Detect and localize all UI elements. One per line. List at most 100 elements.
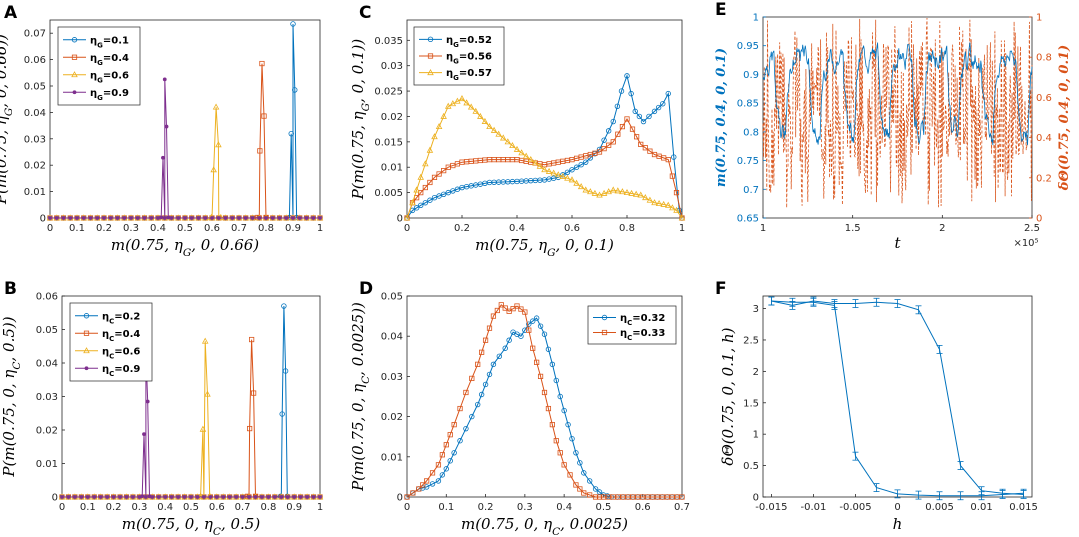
marker-triangle [509,142,516,149]
marker-triangle [623,188,631,196]
marker-square [634,134,640,140]
data-point [481,117,489,124]
x-tick-label: 0.1 [438,502,454,513]
x-tick-label: 0.8 [258,223,274,234]
y2-tick-label: 0.6 [1036,93,1052,104]
data-point [454,97,461,104]
marker-star [230,216,235,220]
marker-triangle [204,390,211,397]
data-point [490,126,498,133]
marker-star [66,495,71,499]
marker-circle [463,425,469,432]
marker-triangle [199,425,207,432]
marker-circle [435,478,442,484]
marker-triangle [431,133,438,140]
marker-circle [646,113,652,120]
data-point [164,124,169,129]
x-tick-label: 0.3 [131,502,147,513]
data-point [447,458,453,464]
data-point [318,216,322,220]
data-point [582,186,590,193]
data-point [605,188,612,195]
marker-circle [418,202,424,209]
data-point [532,159,539,166]
marker-triangle [426,146,434,153]
marker-square [498,302,504,308]
marker-star [196,216,201,220]
panel-f: F -0.015 -0.01 -0.005 0 0.005 0.01 0.015 0 0.5 1 1.… [715,279,1038,533]
data-point [550,169,557,176]
marker-triangle [532,159,539,166]
y-tick-label: 0.01 [381,452,403,463]
data-point [429,470,436,476]
x-tick-label: 0.9 [285,223,301,234]
marker-square [649,494,656,500]
x-tick-label: 1 [317,502,323,513]
marker-star [108,216,113,220]
marker-circle [486,371,493,378]
marker-star [84,366,89,371]
marker-triangle [513,145,521,152]
series-m [762,42,1033,146]
marker-triangle [454,97,461,104]
data-point [640,494,646,500]
data-point [655,104,662,111]
marker-triangle [550,169,557,176]
marker-star [72,90,77,95]
marker-star [291,216,295,220]
marker-circle [601,137,607,143]
legend: ηC=0.2 ηC=0.4 ηC=0.6 ηC=0.9 [69,302,153,382]
data-point [573,179,580,186]
marker-triangle [614,187,622,194]
data-point [427,197,433,203]
marker-triangle [642,194,649,201]
marker-circle [518,333,524,339]
legend-marker [427,69,434,76]
data-point [261,113,267,119]
data-point [472,107,480,114]
data-point [418,190,424,196]
data-point [560,172,566,178]
data-point [176,216,181,220]
y-tick-label: 0 [753,493,759,504]
data-point [577,486,583,492]
y-tick-label: 0.04 [24,108,46,119]
data-point [604,493,611,499]
data-point [176,495,181,499]
marker-square [619,124,626,130]
data-point [518,149,525,156]
data-point [537,323,544,329]
series-1 [404,315,685,500]
data-point [583,159,589,165]
marker-triangle [486,122,493,130]
data-point [577,460,583,466]
data-point [632,190,640,197]
data-point [298,495,303,499]
x-tick-label: 0.4 [509,223,525,234]
marker-star [142,432,146,437]
marker-square [673,190,680,196]
data-point [561,462,567,468]
data-point [443,442,449,448]
marker-star [68,216,73,220]
panel-label: C [359,3,371,23]
data-point [257,148,263,154]
marker-square [510,306,516,312]
marker-square [645,494,651,500]
x-tick-label: 1 [760,223,766,234]
data-point [605,494,611,500]
marker-star [140,494,145,499]
marker-circle [450,188,456,194]
data-point [469,413,475,420]
data-point [573,450,579,456]
marker-triangle [463,99,470,106]
data-point [66,495,71,499]
data-point [660,200,667,207]
y2-tick-label: 1 [1036,13,1042,24]
series-3 [403,95,686,221]
data-point [533,315,540,321]
marker-square [625,494,631,500]
data-point [60,495,64,499]
data-point [48,216,52,220]
marker-circle [655,104,662,111]
